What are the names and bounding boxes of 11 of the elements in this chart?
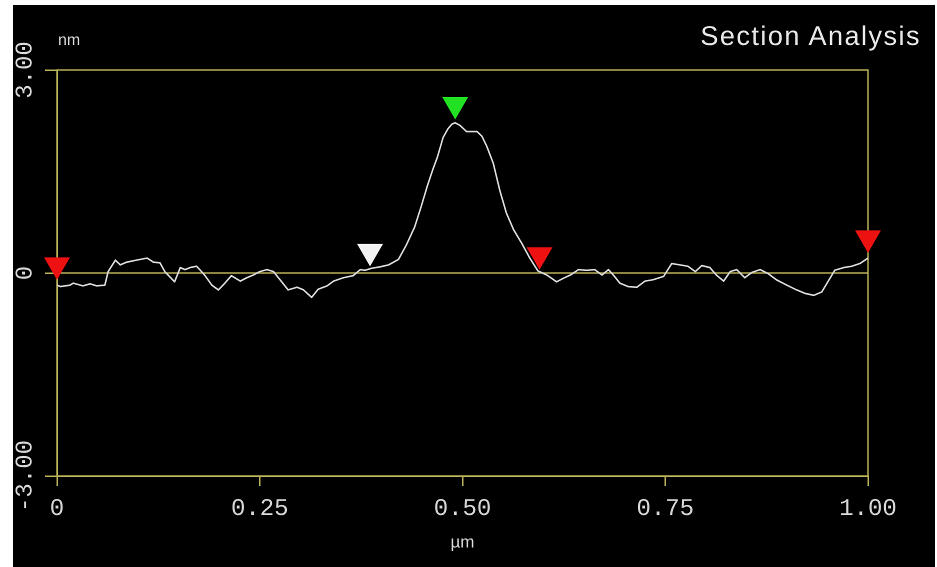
y-axis-title: nm xyxy=(58,32,80,50)
x-tick-label: 0.50 xyxy=(434,496,492,523)
x-axis-title: µm xyxy=(450,532,474,552)
chart-title: Section Analysis xyxy=(700,21,921,52)
x-tick-label: 0.75 xyxy=(636,496,694,523)
x-tick-label: 1.00 xyxy=(839,496,897,523)
y-tick-label: 0 xyxy=(12,266,40,280)
x-tick-label: 0 xyxy=(50,496,64,523)
y-tick-label: -3.00 xyxy=(12,440,40,512)
x-tick-label: 0.25 xyxy=(230,496,289,523)
y-tick-label: 3.00 xyxy=(12,41,40,99)
